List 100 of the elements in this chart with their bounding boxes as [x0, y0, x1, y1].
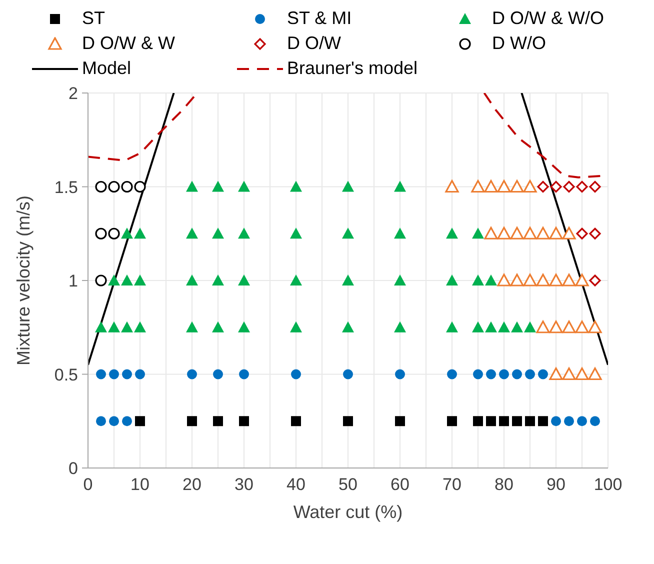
point — [95, 228, 107, 240]
point — [134, 180, 146, 193]
legend-label: ST — [82, 8, 106, 29]
point — [536, 226, 550, 240]
point — [499, 416, 509, 426]
point — [576, 228, 588, 240]
point — [342, 274, 354, 286]
point — [290, 180, 302, 192]
x-tick-label: 90 — [546, 475, 566, 494]
x-tick-label: 0 — [83, 475, 93, 494]
point — [588, 320, 602, 334]
x-tick-label: 30 — [234, 475, 254, 494]
point — [238, 228, 250, 239]
point — [186, 274, 198, 286]
y-tick-label: 0 — [68, 459, 78, 478]
point — [523, 180, 537, 193]
point — [96, 416, 106, 426]
point — [472, 228, 484, 239]
point — [549, 367, 563, 380]
x-tick-label: 50 — [338, 475, 358, 494]
point — [551, 416, 561, 426]
point — [562, 226, 576, 240]
point — [447, 369, 457, 380]
point — [95, 274, 107, 286]
point — [446, 228, 458, 239]
x-tick-label: 100 — [594, 475, 622, 494]
point — [497, 180, 511, 193]
point — [575, 367, 589, 380]
point — [512, 369, 522, 380]
point — [121, 321, 133, 332]
y-tick-label: 2 — [68, 84, 78, 103]
point — [563, 180, 575, 193]
point — [537, 180, 549, 193]
point — [472, 321, 484, 332]
point — [291, 416, 301, 426]
point — [109, 369, 119, 380]
point — [473, 369, 483, 380]
point — [577, 416, 587, 426]
x-tick-label: 70 — [442, 475, 462, 494]
point — [187, 369, 197, 380]
point — [498, 321, 510, 332]
point — [589, 228, 601, 240]
point — [523, 226, 537, 240]
point — [394, 228, 406, 239]
point — [484, 226, 498, 240]
point — [562, 367, 576, 380]
point — [588, 367, 602, 380]
point — [122, 369, 132, 380]
point — [394, 321, 406, 332]
point — [497, 226, 511, 240]
point — [549, 226, 563, 240]
point — [121, 274, 133, 286]
point — [121, 228, 133, 239]
point — [187, 416, 197, 426]
point — [135, 416, 145, 426]
point — [589, 274, 601, 286]
point — [212, 321, 224, 332]
legend-label: D O/W — [287, 33, 341, 54]
point — [290, 274, 302, 286]
point — [589, 180, 601, 193]
point — [213, 416, 223, 426]
point — [510, 180, 524, 193]
point — [186, 228, 198, 239]
point — [95, 321, 107, 332]
point — [134, 321, 146, 332]
point — [394, 274, 406, 286]
point — [342, 228, 354, 239]
x-tick-label: 60 — [390, 475, 410, 494]
legend-label: D O/W & W/O — [492, 8, 604, 29]
point — [524, 321, 536, 332]
point — [135, 369, 145, 380]
point — [512, 416, 522, 426]
legend-label: D W/O — [492, 33, 546, 54]
point — [472, 274, 484, 286]
legend-label: D O/W & W — [82, 33, 175, 54]
point — [486, 369, 496, 380]
point — [291, 369, 301, 380]
point — [108, 274, 120, 286]
x-tick-label: 10 — [130, 475, 150, 494]
x-tick-label: 40 — [286, 475, 306, 494]
point — [122, 416, 132, 426]
y-tick-label: 1 — [68, 272, 78, 290]
point — [549, 320, 563, 334]
y-tick-label: 0.5 — [54, 365, 78, 384]
point — [486, 416, 496, 426]
point — [121, 180, 133, 193]
point — [575, 274, 589, 286]
point — [108, 228, 120, 240]
point — [590, 416, 600, 426]
point — [186, 180, 198, 192]
point — [550, 180, 562, 193]
point — [499, 369, 509, 380]
point — [239, 416, 249, 426]
point — [238, 180, 250, 192]
point — [134, 274, 146, 286]
point — [342, 180, 354, 192]
point — [562, 274, 576, 286]
point — [343, 369, 353, 380]
legend-label: Model — [82, 58, 132, 79]
point — [536, 320, 550, 334]
